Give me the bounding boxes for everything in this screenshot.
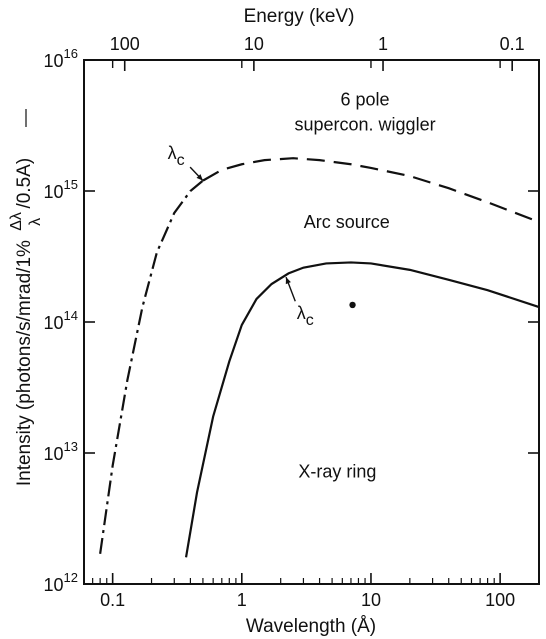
x2-axis-title: Energy (keV) — [244, 6, 355, 27]
y-tick-label: 1015 — [44, 177, 79, 202]
lambda-subscript: c — [177, 152, 185, 169]
y-tick-label-exp: 15 — [64, 177, 78, 192]
y-tick-label-exp: 13 — [64, 439, 78, 454]
data-marker-dot — [349, 301, 356, 309]
x2-tick-label: 0.1 — [500, 34, 525, 54]
y-axis-title-tail: /0.5A) — [14, 158, 35, 209]
y-axis-title-frac-num: Δλ — [8, 212, 25, 231]
lambda-symbol: λ — [168, 143, 177, 163]
lambda-c-arrowhead — [196, 174, 203, 181]
y-axis-title-group: Intensity (photons/s/mrad/1% Δλ λ /0.5A) — [5, 109, 45, 486]
x2-tick-label: 1 — [378, 34, 388, 54]
x-tick-label: 100 — [485, 590, 515, 610]
annotations-layer: 6 pole supercon. wiggler Arc source X-ray r… — [168, 89, 436, 481]
lambda-c-arrowhead — [285, 277, 291, 285]
y-tick-label: 1012 — [44, 570, 79, 595]
y-tick-label: 1013 — [44, 439, 79, 464]
y-tick-label-exp: 16 — [64, 46, 78, 61]
series-line-arc-source — [184, 261, 540, 558]
y-tick-label: 1014 — [44, 308, 79, 333]
annotation-label: supercon. wiggler — [295, 114, 436, 134]
x-tick-label: 1 — [237, 590, 247, 610]
y-tick-label-base: 10 — [44, 51, 64, 71]
lambda-c-label: λc — [168, 143, 185, 169]
y-tick-label-base: 10 — [44, 444, 64, 464]
x-tick-label: 0.1 — [100, 590, 125, 610]
x-axis-title: Wavelength (Å) — [246, 616, 376, 637]
series-line-wiggler-dashdot — [99, 179, 204, 554]
lambda-subscript: c — [306, 312, 314, 329]
y-axis-title-frac-den: λ — [27, 218, 44, 226]
y-tick-label-exp: 14 — [64, 308, 78, 323]
x2-tick-label: 100 — [110, 34, 140, 54]
y-axis-title: Intensity (photons/s/mrad/1% Δλ λ /0.5A) — [5, 158, 45, 486]
lambda-symbol: λ — [297, 303, 306, 323]
y-tick-label: 1016 — [44, 46, 79, 71]
x2-tick-label: 10 — [244, 34, 264, 54]
y-tick-label-base: 10 — [44, 313, 64, 333]
annotation-label: 6 pole — [341, 89, 390, 109]
x-tick-label: 10 — [361, 590, 381, 610]
y-tick-label-exp: 12 — [64, 570, 78, 585]
y-tick-label-base: 10 — [44, 182, 64, 202]
y-tick-label-base: 10 — [44, 575, 64, 595]
series-line-wiggler-dashed — [202, 157, 540, 224]
y-axis-title-main: Intensity (photons/s/mrad/1% — [14, 240, 35, 486]
annotation-label: Arc source — [304, 212, 390, 232]
lambda-c-label: λc — [297, 303, 314, 329]
series-layer — [99, 157, 540, 558]
annotation-label: X-ray ring — [298, 462, 376, 482]
